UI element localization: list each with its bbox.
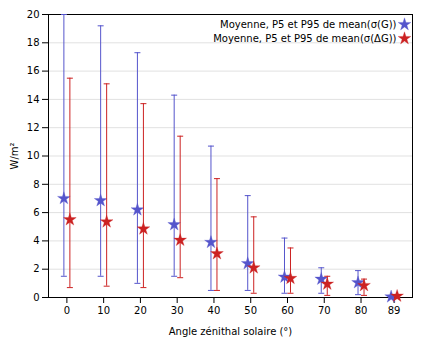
svg-text:0: 0 — [64, 305, 70, 316]
svg-text:70: 70 — [318, 305, 331, 316]
svg-text:60: 60 — [281, 305, 294, 316]
svg-text:10: 10 — [97, 305, 110, 316]
svg-text:2: 2 — [33, 263, 39, 274]
svg-text:0: 0 — [33, 292, 39, 303]
svg-text:80: 80 — [355, 305, 368, 316]
svg-text:Moyenne, P5 et P95 de mean(σ(G: Moyenne, P5 et P95 de mean(σ(G)) — [220, 19, 397, 30]
svg-text:30: 30 — [171, 305, 184, 316]
svg-text:16: 16 — [27, 65, 40, 76]
svg-text:10: 10 — [27, 150, 40, 161]
svg-text:40: 40 — [208, 305, 221, 316]
svg-text:W/m²: W/m² — [9, 142, 20, 169]
svg-text:12: 12 — [27, 122, 40, 133]
svg-text:Moyenne, P5 et P95 de mean(σ(Δ: Moyenne, P5 et P95 de mean(σ(ΔG)) — [213, 33, 396, 44]
svg-text:Angle zénithal solaire (°): Angle zénithal solaire (°) — [169, 326, 293, 337]
svg-text:20: 20 — [134, 305, 147, 316]
svg-text:20: 20 — [27, 9, 40, 20]
svg-text:6: 6 — [33, 207, 39, 218]
svg-text:18: 18 — [27, 37, 40, 48]
svg-text:14: 14 — [27, 94, 40, 105]
svg-text:89: 89 — [388, 305, 401, 316]
svg-text:50: 50 — [244, 305, 257, 316]
svg-text:8: 8 — [33, 179, 39, 190]
svg-text:4: 4 — [33, 235, 39, 246]
